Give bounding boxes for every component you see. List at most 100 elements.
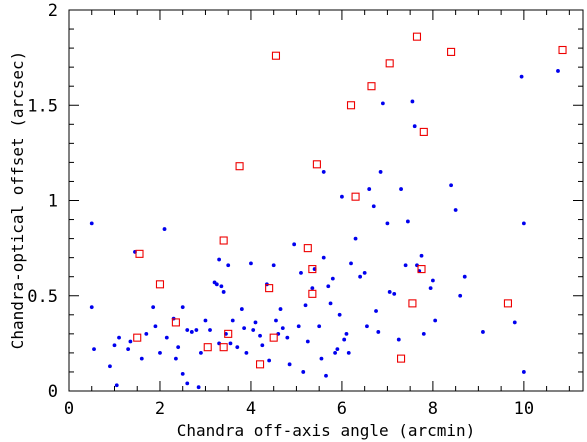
data-point-square bbox=[171, 318, 180, 327]
data-point-square bbox=[203, 343, 212, 352]
data-point-square bbox=[303, 244, 312, 253]
data-point-dot bbox=[274, 318, 278, 323]
data-point-dot bbox=[271, 263, 276, 268]
data-point-square bbox=[412, 32, 422, 41]
data-point-dot bbox=[173, 356, 178, 361]
data-point-dot bbox=[114, 383, 119, 388]
data-point-dot bbox=[344, 331, 349, 336]
data-point-dot bbox=[126, 347, 131, 351]
data-point-dot bbox=[353, 236, 358, 241]
data-point-dot bbox=[208, 328, 212, 332]
data-point-square bbox=[408, 299, 417, 308]
data-point-dot bbox=[319, 356, 324, 361]
tick-labels: 0 2 4 6 8 10 0 0.5 1 1.5 2 bbox=[27, 1, 534, 419]
data-point-dot bbox=[299, 270, 303, 275]
y-axis-label: Chandra-optical offset (arcsec) bbox=[8, 51, 27, 350]
data-point-dot bbox=[287, 362, 292, 367]
data-point-dot bbox=[317, 324, 322, 329]
data-point-dot bbox=[310, 286, 315, 291]
data-point-dot bbox=[89, 221, 94, 226]
data-point-dot bbox=[203, 318, 208, 323]
data-point-dot bbox=[260, 343, 265, 348]
data-point-square bbox=[351, 192, 360, 201]
y-tick-label: 1 bbox=[48, 192, 58, 212]
y-tick-label: 0 bbox=[48, 382, 58, 402]
data-point-dot bbox=[521, 221, 526, 226]
data-point-dot bbox=[214, 282, 219, 287]
data-point-dot bbox=[258, 333, 262, 338]
data-point-dot bbox=[512, 320, 517, 325]
data-point-dot bbox=[365, 324, 369, 329]
data-point-dot bbox=[217, 257, 222, 262]
data-point-dot bbox=[242, 326, 247, 331]
data-point-dot bbox=[410, 99, 415, 104]
data-point-dot bbox=[253, 320, 258, 325]
data-point-dot bbox=[305, 339, 310, 344]
data-point-dot bbox=[228, 341, 233, 346]
data-point-dot bbox=[219, 284, 224, 289]
data-point-dot bbox=[330, 276, 335, 281]
data-point-square bbox=[308, 289, 317, 298]
data-point-dot bbox=[392, 291, 397, 296]
data-point-dot bbox=[430, 278, 435, 283]
data-point-dot bbox=[337, 312, 342, 317]
x-tick-label: 4 bbox=[246, 399, 256, 419]
data-point-dot bbox=[380, 101, 385, 106]
data-point-dot bbox=[162, 227, 167, 231]
data-point-dot bbox=[139, 356, 144, 361]
data-point-dot bbox=[296, 324, 301, 329]
data-point-dot bbox=[108, 364, 112, 369]
data-point-dot bbox=[153, 324, 158, 329]
data-point-dot bbox=[321, 170, 326, 174]
data-point-square bbox=[558, 45, 567, 55]
data-point-square bbox=[346, 101, 356, 110]
data-point-dot bbox=[378, 170, 383, 174]
data-point-dot bbox=[367, 187, 372, 191]
data-point-dot bbox=[412, 124, 417, 129]
data-point-square bbox=[271, 51, 281, 60]
data-point-square bbox=[224, 329, 233, 338]
data-point-dot bbox=[194, 328, 199, 332]
data-point-dot bbox=[285, 335, 290, 340]
data-point-dot bbox=[335, 347, 340, 351]
y-tick-label: 0.5 bbox=[27, 287, 58, 307]
data-point-dot bbox=[449, 183, 453, 188]
data-point-square bbox=[219, 343, 228, 352]
x-tick-label: 2 bbox=[155, 399, 165, 419]
data-point-square bbox=[417, 265, 426, 274]
x-tick-label: 10 bbox=[514, 399, 534, 419]
data-point-dot bbox=[396, 337, 401, 342]
data-point-dot bbox=[180, 371, 185, 376]
data-point-dot bbox=[458, 293, 463, 298]
data-point-dot bbox=[185, 328, 190, 332]
data-point-dot bbox=[196, 385, 201, 390]
x-axis-label: Chandra off-axis angle (arcmin) bbox=[177, 421, 476, 440]
data-point-dot bbox=[303, 303, 308, 308]
data-point-dot bbox=[278, 307, 283, 311]
data-point-square bbox=[255, 360, 265, 369]
x-tick-label: 8 bbox=[428, 399, 438, 419]
data-point-square bbox=[308, 265, 317, 274]
data-point-dot bbox=[342, 337, 347, 342]
data-point-square bbox=[503, 299, 512, 308]
series-squares bbox=[133, 32, 567, 369]
y-tick-label: 2 bbox=[48, 1, 58, 21]
data-point-square bbox=[133, 333, 142, 342]
data-point-dot bbox=[428, 286, 433, 291]
data-point-dot bbox=[292, 242, 297, 247]
data-point-dot bbox=[385, 221, 390, 226]
data-point-dot bbox=[89, 305, 94, 310]
data-point-dot bbox=[358, 274, 363, 279]
data-point-dot bbox=[321, 255, 326, 260]
data-point-square bbox=[235, 162, 244, 171]
data-point-square bbox=[419, 127, 428, 136]
data-point-square bbox=[385, 59, 394, 68]
data-point-dot bbox=[349, 261, 353, 266]
data-point-dot bbox=[521, 370, 526, 374]
data-point-dot bbox=[376, 330, 381, 334]
data-point-dot bbox=[333, 351, 337, 355]
data-point-dot bbox=[221, 290, 226, 294]
data-point-dot bbox=[189, 330, 194, 334]
data-point-dot bbox=[301, 370, 306, 374]
